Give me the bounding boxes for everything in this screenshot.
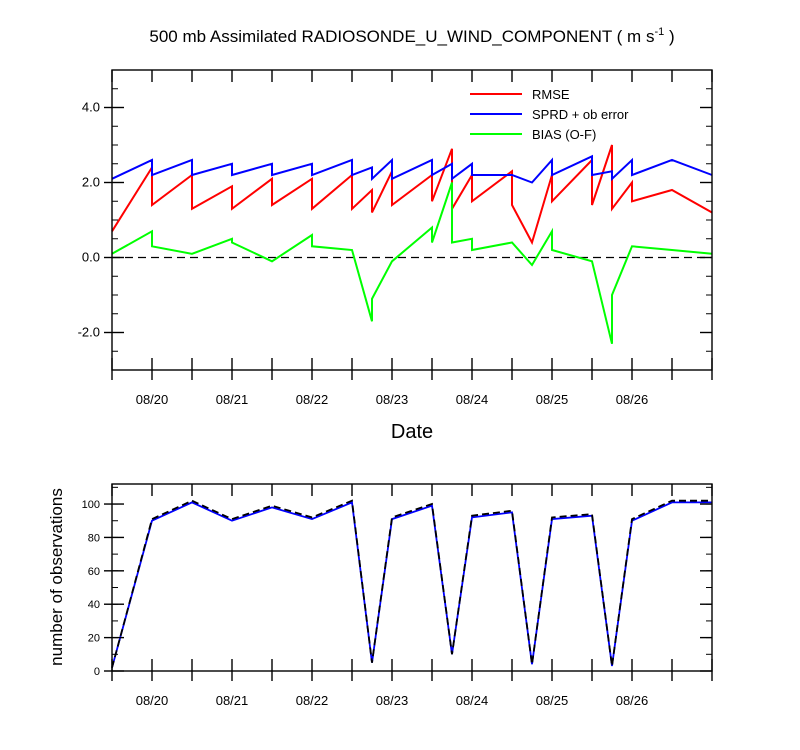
bottom-y-tick-label: 40 (88, 599, 100, 611)
top-x-tick-label: 08/22 (296, 392, 329, 407)
bottom-x-tick-label: 08/24 (456, 693, 489, 708)
bottom-plot-frame (111, 483, 713, 672)
series-line-bias-o-f (111, 182, 713, 345)
top-axis-ticks: 08/20 08/21 08/22 08/23 08/24 08/25 08/26 -2.0 0… (78, 69, 713, 407)
bottom-y-tick-label: 60 (88, 566, 100, 578)
top-series-group (111, 144, 713, 345)
bottom-x-tick-label: 08/22 (296, 693, 329, 708)
x-axis-label: Date (391, 421, 433, 443)
title-suffix: ) (664, 27, 674, 46)
top-legend: RMSE SPRD + ob error BIAS (O-F) (470, 87, 629, 142)
bottom-series-group (111, 499, 712, 668)
top-y-tick-label: -2.0 (78, 325, 100, 340)
series-line-observations-assimilated (111, 501, 712, 668)
top-y-tick-label: 4.0 (82, 100, 100, 115)
bottom-y-tick-label: 20 (88, 633, 100, 645)
bottom-y-tick-label: 0 (94, 666, 100, 678)
bottom-y-tick-label: 100 (82, 499, 100, 511)
title-superscript: -1 (654, 26, 664, 38)
chart-title: 500 mb Assimilated RADIOSONDE_U_WIND_COM… (149, 26, 674, 46)
series-line-sprd-ob-error (111, 154, 713, 184)
top-x-tick-label: 08/25 (536, 392, 569, 407)
top-x-tick-label: 08/21 (216, 392, 249, 407)
title-main: 500 mb Assimilated RADIOSONDE_U_WIND_COM… (149, 27, 654, 46)
bottom-x-tick-label: 08/20 (136, 693, 169, 708)
top-y-tick-label: 0.0 (82, 250, 100, 265)
top-x-tick-label: 08/23 (376, 392, 409, 407)
bottom-x-tick-label: 08/23 (376, 693, 409, 708)
y-axis-label-observations: number of observations (47, 488, 66, 666)
bias-rmse-chart: 08/20 08/21 08/22 08/23 08/24 08/25 08/26 -2.0 0… (78, 69, 713, 407)
legend-label-bias-o-f: BIAS (O-F) (532, 127, 596, 142)
series-line-rmse (111, 144, 713, 246)
bottom-axis-ticks: 08/20 08/21 08/22 08/23 08/24 08/25 08/26 0 20 40… (82, 484, 713, 708)
bottom-y-tick-label: 80 (88, 532, 100, 544)
bottom-x-tick-label: 08/25 (536, 693, 569, 708)
series-line-observations-total (111, 499, 712, 668)
top-y-tick-label: 2.0 (82, 175, 100, 190)
top-x-tick-label: 08/26 (616, 392, 649, 407)
legend-label-rmse: RMSE (532, 87, 570, 102)
bottom-x-tick-label: 08/21 (216, 693, 249, 708)
legend-label-sprd-ob-error: SPRD + ob error (532, 107, 629, 122)
observation-count-chart: 08/20 08/21 08/22 08/23 08/24 08/25 08/26 0 20 40… (82, 483, 713, 708)
top-x-tick-label: 08/20 (136, 392, 169, 407)
top-x-tick-label: 08/24 (456, 392, 489, 407)
bottom-x-tick-label: 08/26 (616, 693, 649, 708)
